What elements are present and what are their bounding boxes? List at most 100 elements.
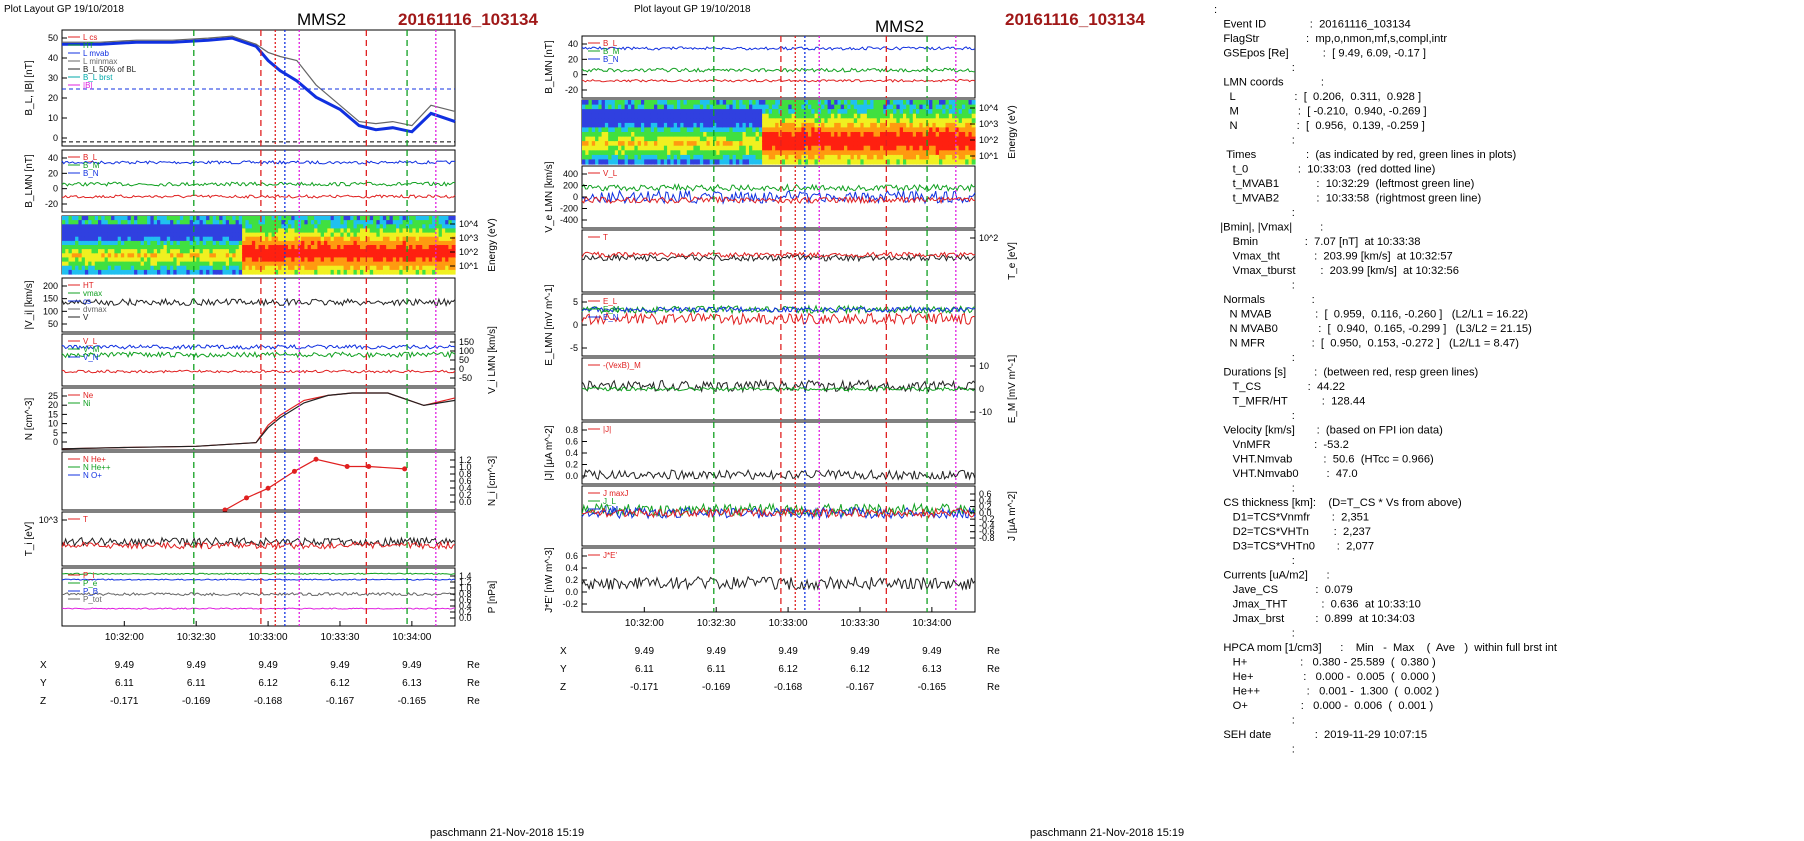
spectrogram-cell <box>327 249 332 254</box>
spectrogram-cell <box>134 224 138 229</box>
spectrogram-cell <box>644 122 649 129</box>
spectrogram-cell <box>922 159 927 165</box>
spectrogram-cell <box>229 249 233 254</box>
spectrogram-cell <box>834 104 839 110</box>
spectrogram-cell <box>863 141 868 147</box>
spectrogram-cell <box>876 150 881 156</box>
spectrogram-cell <box>75 232 79 238</box>
ytick-label: 40 <box>568 39 578 49</box>
spectrogram-cell <box>706 154 711 161</box>
spectrogram-cell <box>402 269 407 275</box>
spectrogram-cell <box>157 253 161 258</box>
spectrogram-cell <box>696 127 701 133</box>
spectrogram-cell <box>219 269 224 275</box>
spectrogram-cell <box>251 245 256 250</box>
spectrogram-cell <box>281 261 286 267</box>
spectrogram-cell <box>238 224 243 229</box>
spectrogram-cell <box>143 224 148 229</box>
spectrogram-cell <box>143 257 148 263</box>
spectrogram-cell <box>101 245 106 250</box>
spectrogram-cell <box>107 257 112 263</box>
spectrogram-cell <box>176 265 181 271</box>
spectrogram-cell <box>903 154 907 161</box>
spectrogram-cell <box>732 145 737 151</box>
spectrogram-cell <box>209 236 214 242</box>
panel-q8: 0.60.40.20.0-0.2-0.4-0.6-0.8 J [μA m^-2]J… <box>581 485 1018 547</box>
spectrogram-cell <box>939 122 943 129</box>
spectrogram-cell <box>196 245 201 250</box>
spectrogram-cell <box>157 224 161 229</box>
spectrogram-cell <box>405 269 410 275</box>
ylabel-p3: Energy (eV) <box>487 218 498 271</box>
ytick-label: -0.8 <box>979 533 995 543</box>
spectrogram-cell <box>732 109 737 115</box>
spectrogram-cell <box>196 261 201 267</box>
spectrogram-cell <box>690 100 694 106</box>
spectrogram-cell <box>618 113 622 119</box>
spectrogram-cell <box>320 261 325 267</box>
spectrogram-cell <box>690 122 694 129</box>
spectrogram-cell <box>844 122 848 129</box>
spectrogram-cell <box>899 100 904 106</box>
spectrogram-cell <box>317 236 322 242</box>
spectrogram-cell <box>716 159 721 165</box>
spectrogram-cell <box>209 269 214 275</box>
spectrogram-cell <box>847 113 852 119</box>
spectrogram-cell <box>690 113 694 119</box>
spectrogram-cell <box>402 224 407 229</box>
spectrogram-cell <box>196 232 201 238</box>
spectrogram-cell <box>196 253 201 258</box>
spectrogram-cell <box>781 159 786 165</box>
spectrogram-cell <box>206 245 210 250</box>
spectrogram-cell <box>703 127 708 133</box>
spectrogram-cell <box>903 113 907 119</box>
spectrogram-cell <box>952 132 956 138</box>
spectrogram-cell <box>837 141 842 147</box>
spectrogram-cell <box>791 118 796 124</box>
spectrogram-cell <box>821 150 825 156</box>
spectrogram-cell <box>248 249 253 254</box>
spectrogram-cell <box>850 145 855 151</box>
spectrogram-cell <box>709 127 714 133</box>
spectrogram-cell <box>624 109 629 115</box>
spectrogram-cell <box>324 265 328 271</box>
spectrogram-cell <box>340 269 345 275</box>
spectrogram-cell <box>183 253 188 258</box>
spectrogram-cell <box>847 136 852 142</box>
spectrogram-cell <box>202 216 207 221</box>
spectrogram-cell <box>157 269 161 275</box>
spectrogram-cell <box>445 269 450 275</box>
spectrogram-cell <box>889 150 894 156</box>
spectrogram-cell <box>663 127 668 133</box>
legend-label: B_L brst <box>83 73 113 82</box>
spectrogram-cell <box>673 100 678 106</box>
spectrogram-cell <box>916 132 920 138</box>
spectrogram-cell <box>703 132 708 138</box>
spectrogram-cell <box>186 257 191 263</box>
spectrogram-cell <box>647 118 652 124</box>
spectrogram-cell <box>945 145 950 151</box>
spectrogram-cell <box>255 232 260 238</box>
spectrogram-cell <box>278 257 282 263</box>
spectrogram-cell <box>641 100 645 106</box>
spectrogram-cell <box>742 109 747 115</box>
spectrogram-cell <box>840 145 845 151</box>
spectrogram-cell <box>958 136 963 142</box>
panel-frame <box>61 567 456 627</box>
pos-value: -0.168 <box>774 682 803 693</box>
spectrogram-cell <box>827 132 832 138</box>
spectrogram-cell <box>248 236 253 242</box>
spectrogram-cell <box>752 113 757 119</box>
spectrogram-cell <box>706 113 711 119</box>
spectrogram-cell <box>353 236 358 242</box>
spectrogram-cell <box>422 224 427 229</box>
spectrogram-cell <box>948 109 953 115</box>
spectrogram-cell <box>160 265 165 271</box>
spectrogram-cell <box>965 127 970 133</box>
spectrogram-cell <box>320 228 325 234</box>
spectrogram-cell <box>150 261 155 267</box>
spectrogram-cell <box>903 132 907 138</box>
spectrogram-cell <box>798 150 802 156</box>
spectrogram-cell <box>614 122 619 129</box>
